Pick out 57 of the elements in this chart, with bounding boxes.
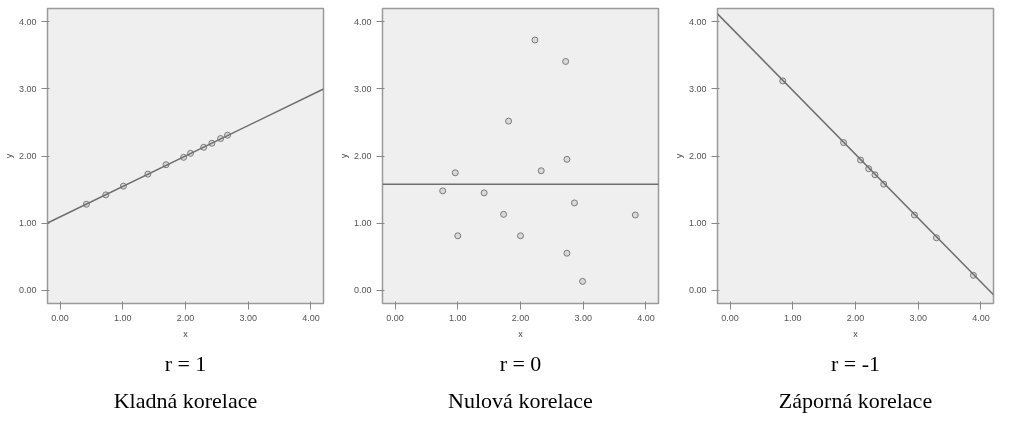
x-tick-label: 3.00 [574,312,592,323]
y-tick-label: 1.00 [688,218,707,229]
y-tick-label: 3.00 [353,83,372,94]
y-tick-label: 1.00 [18,218,37,229]
y-axis-title: y [3,153,14,159]
point [439,187,447,195]
y-tick-label: 0.00 [18,285,37,296]
text: Nulová korelace [448,387,593,413]
y-tick-label: 2.00 [353,151,372,161]
x-tick-label: 0.00 [51,312,69,323]
x-tick-label: 4.00 [637,312,655,323]
point [517,232,524,240]
point [563,249,571,257]
x-tick-label: 2.00 [846,312,865,323]
point [451,169,459,177]
y-tick-label: 4.00 [353,16,372,27]
text: r = 0 [499,350,542,376]
x-axis-title: x [183,328,189,339]
point [570,199,578,207]
y-tick-label: 3.00 [18,83,37,94]
x-axis-title: x [853,328,859,339]
y-axis-title: y [338,153,349,159]
point [562,57,570,65]
y-axis-title: y [673,153,684,159]
x-tick-label: 1.00 [449,312,467,323]
x-tick-label: 0.00 [386,312,404,323]
x-tick-label: 3.00 [909,312,927,323]
x-tick-label: 4.00 [972,312,990,323]
point [563,155,571,163]
point [579,277,587,285]
x-tick-label: 1.00 [784,312,802,323]
text: r = 1 [164,350,207,376]
y-tick-label: 4.00 [688,16,707,27]
text: r = -1 [830,350,881,376]
y-tick-label: 2.00 [18,151,37,161]
text: Kladná korelace [113,387,258,413]
point [531,36,539,44]
x-axis-title: x [518,328,524,339]
text: Záporná korelace [778,387,933,413]
x-tick-label: 1.00 [114,312,132,323]
point [480,189,488,197]
x-tick-label: 3.00 [239,312,257,323]
x-tick-label: 4.00 [302,312,320,323]
point [537,167,545,175]
point [631,211,639,219]
x-tick-label: 2.00 [176,312,195,323]
x-tick-label: 0.00 [721,312,739,323]
y-tick-label: 2.00 [688,151,707,161]
y-tick-label: 4.00 [18,16,37,27]
y-tick-label: 3.00 [688,83,707,94]
y-tick-label: 0.00 [688,285,707,296]
point [454,232,462,240]
y-tick-label: 1.00 [353,218,372,229]
x-tick-label: 2.00 [511,312,530,323]
point [505,117,513,125]
point [500,210,508,218]
y-tick-label: 0.00 [353,285,372,296]
